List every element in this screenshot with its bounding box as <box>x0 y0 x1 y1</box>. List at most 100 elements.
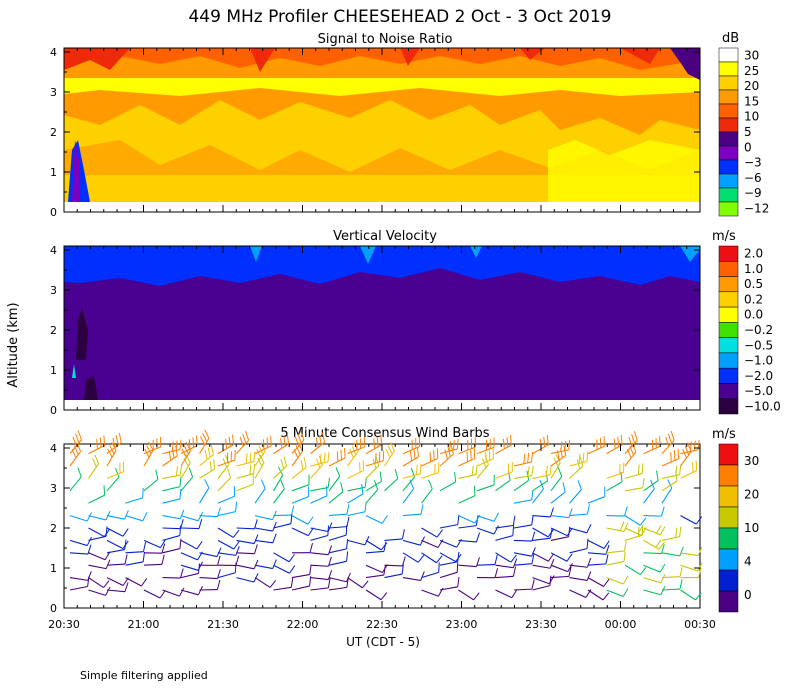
wind-barb-flag <box>107 448 113 458</box>
wind-barb <box>106 515 125 520</box>
colorbar-swatch <box>718 276 739 293</box>
wind-barb <box>476 464 489 479</box>
wind-barb-flag <box>188 439 191 450</box>
wind-barb <box>217 495 235 504</box>
wind-barb <box>532 527 549 538</box>
wind-barb-flag <box>456 562 459 573</box>
wind-barb-flag <box>679 464 682 475</box>
wind-barb <box>532 515 551 518</box>
x-tick-label: 00:00 <box>605 618 637 631</box>
wind-barb-flag <box>198 518 203 529</box>
wind-barb-flag <box>362 460 365 471</box>
snr-purple-patch <box>72 140 80 202</box>
wind-barb-flag <box>283 456 288 467</box>
wind-barb-flag <box>543 436 546 447</box>
wind-barb-flag <box>288 554 295 563</box>
wind-barb-flag <box>280 479 285 490</box>
wind-barb-flag <box>697 562 703 572</box>
wind-barb <box>347 451 359 467</box>
wind-barb <box>365 489 379 504</box>
wind-barb <box>402 473 421 479</box>
wind-barb-flag <box>181 448 187 458</box>
wind-barb <box>347 539 366 546</box>
wind-barb-flag <box>257 457 263 467</box>
wind-barb-flag <box>493 512 499 522</box>
wind-barb-flag <box>523 453 526 464</box>
wind-barb-flag <box>112 437 116 448</box>
wind-barb-flag <box>364 501 367 512</box>
wind-barb <box>328 513 347 517</box>
y-tick-label: 1 <box>50 364 57 377</box>
wind-barb-flag <box>620 434 623 445</box>
wind-barb-flag <box>87 571 92 581</box>
wind-barb-flag <box>602 592 610 601</box>
wind-barb <box>347 493 364 504</box>
colorbar-swatch <box>718 159 739 175</box>
wind-barb-flag <box>300 459 304 470</box>
wind-barb-flag <box>222 458 228 468</box>
wind-panel: 30 20 10 4 0 <box>63 429 759 613</box>
wind-barb-flag <box>639 567 647 575</box>
wind-barb <box>162 589 180 597</box>
wind-barb-flag <box>568 508 573 518</box>
wind-barb-flag <box>142 541 147 552</box>
wind-barb <box>254 564 273 570</box>
wind-barb <box>384 573 403 579</box>
wind-barb-flag <box>438 562 440 573</box>
y-tick-label: 0 <box>50 206 57 219</box>
wind-barb-flag <box>204 479 210 489</box>
x-tick-label: 21:00 <box>128 618 160 631</box>
wind-barb <box>88 515 107 521</box>
wind-barb <box>310 552 329 556</box>
wind-barb <box>236 577 255 583</box>
colorbar-label: 10 <box>744 521 759 535</box>
wind-barb <box>199 552 218 558</box>
wind-barb <box>550 449 569 455</box>
wind-barb <box>328 491 344 504</box>
wind-barb <box>88 527 105 538</box>
wind-barb-flag <box>512 566 517 577</box>
wind-barb-flag <box>239 436 244 447</box>
wind-barb <box>624 472 643 479</box>
wind-barb-flag <box>512 515 516 526</box>
wind-barb <box>254 527 273 532</box>
wind-barb-flag <box>144 448 150 458</box>
wind-barb-flag <box>456 438 459 449</box>
wind-barb-flag <box>693 440 696 451</box>
wind-barb <box>661 474 680 479</box>
wind-barb-flag <box>290 577 294 588</box>
wind-barb-flag <box>142 551 145 562</box>
wind-barb <box>532 537 551 541</box>
wind-barb-flag <box>560 441 563 452</box>
wind-barb <box>273 523 292 529</box>
wind-barb <box>365 564 383 573</box>
vv-dark-streak <box>76 308 98 400</box>
wind-barb-flag <box>105 586 111 596</box>
wind-barb-flag <box>277 466 284 476</box>
wind-barb-flag <box>642 477 645 488</box>
wind-barb-flag <box>531 489 534 500</box>
wind-barb-flag <box>419 463 422 474</box>
vv-cyan-streak <box>72 364 76 378</box>
wind-barb <box>606 589 624 598</box>
wind-barb <box>458 539 477 543</box>
wind-barb <box>125 551 144 554</box>
wind-barb-flag <box>586 524 592 534</box>
wind-barb <box>402 539 421 546</box>
vv-colorbar: 2.01.00.50.2 0.0−0.2−0.5 −1.0−2.0−5.0−10.0 <box>718 245 781 415</box>
wind-barb-flag <box>628 436 633 447</box>
wind-barb <box>310 577 329 581</box>
wind-barb <box>550 515 569 519</box>
wind-barb-flag <box>622 575 629 585</box>
wind-barb-flag <box>327 451 330 462</box>
wind-barb-flag <box>428 479 433 489</box>
wind-barb <box>69 515 88 522</box>
wind-barb-flag <box>511 589 518 598</box>
wind-barb <box>88 535 107 541</box>
wind-barb-flag <box>175 465 179 476</box>
wind-barb-flag <box>547 529 554 538</box>
wind-barb-flag <box>260 479 266 489</box>
colorbar-label: 1.0 <box>744 262 763 276</box>
wind-barb-flag <box>272 559 277 569</box>
wind-barb-flag <box>361 580 369 589</box>
